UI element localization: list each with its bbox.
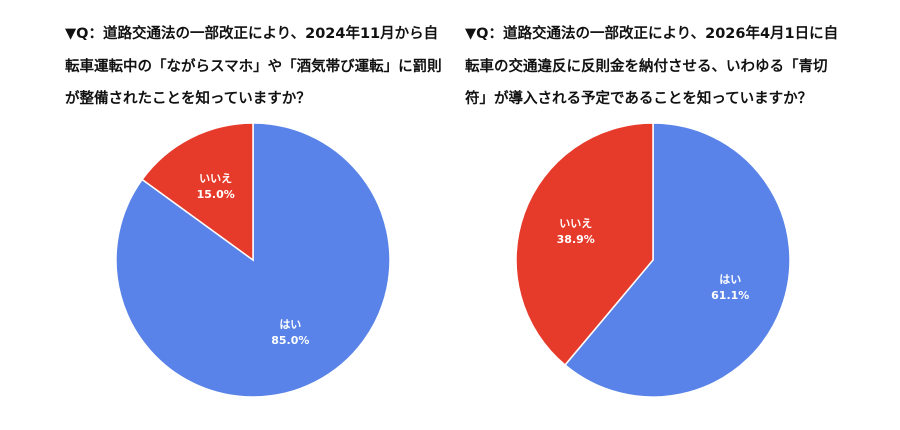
pie-chart-2: はい 61.1% いいえ 38.9% xyxy=(515,122,791,398)
pie-chart-1: はい 85.0% いいえ 15.0% xyxy=(115,122,391,398)
chart-title-2: ▼Q：道路交通法の一部改正により、2026年4月1日に自転車の交通違反に反則金を… xyxy=(465,26,839,107)
slice-label-no: いいえ xyxy=(199,172,232,185)
slice-value-no: 15.0% xyxy=(197,188,235,201)
slice-value-yes: 61.1% xyxy=(711,289,749,302)
chart-panel-2: ▼Q：道路交通法の一部改正により、2026年4月1日に自転車の交通違反に反則金を… xyxy=(400,0,840,430)
chart-panel-1: ▼Q：道路交通法の一部改正により、2024年11月から自転車運転中の「ながらスマ… xyxy=(0,0,442,430)
slice-value-no: 38.9% xyxy=(557,233,595,246)
slice-label-no: いいえ xyxy=(559,217,592,230)
pie-slice-no xyxy=(141,122,254,262)
slice-label-yes: はい xyxy=(719,273,741,286)
chart-title-1: ▼Q：道路交通法の一部改正により、2024年11月から自転車運転中の「ながらスマ… xyxy=(65,26,442,107)
pie-slice-no xyxy=(515,122,654,367)
slice-label-yes: はい xyxy=(279,318,301,331)
pie-slice-yes xyxy=(563,122,791,398)
slice-value-yes: 85.0% xyxy=(271,334,309,347)
